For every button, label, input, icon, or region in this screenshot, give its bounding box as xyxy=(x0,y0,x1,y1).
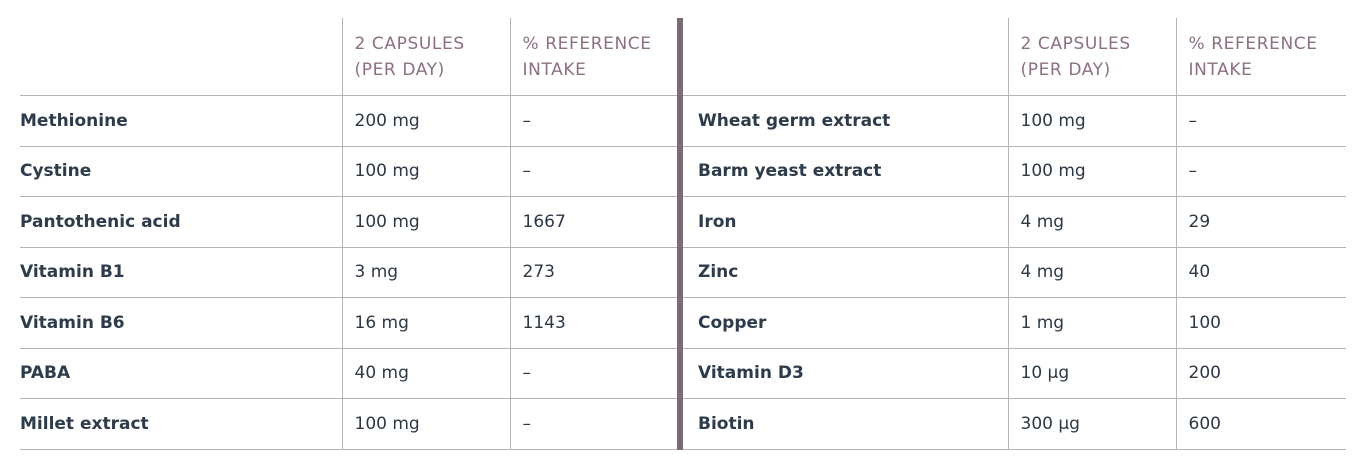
right-header-reference-line2: INTAKE xyxy=(1188,59,1253,80)
right-header-capsules-line1: 2 CAPSULES xyxy=(1020,33,1131,54)
right-header-capsules: 2 CAPSULES (PER DAY) xyxy=(1007,18,1176,96)
left-header-capsules-line2: (PER DAY) xyxy=(354,59,445,80)
nutrient-name: Vitamin D3 xyxy=(683,348,1008,399)
right-table: 2 CAPSULES (PER DAY) % REFERENCE INTAKE … xyxy=(683,18,1346,450)
table-row: Cystine 100 mg – xyxy=(20,146,677,197)
left-header-blank xyxy=(20,18,342,96)
reference-intake: – xyxy=(509,95,677,147)
reference-intake: 1143 xyxy=(509,297,677,349)
nutrition-table: 2 CAPSULES (PER DAY) % REFERENCE INTAKE … xyxy=(20,18,1346,450)
reference-intake: – xyxy=(509,146,677,197)
reference-intake: 40 xyxy=(1175,247,1346,298)
amount-per-day: 4 mg xyxy=(1007,247,1176,298)
left-table-panel: 2 CAPSULES (PER DAY) % REFERENCE INTAKE … xyxy=(20,18,677,450)
left-header-row: 2 CAPSULES (PER DAY) % REFERENCE INTAKE xyxy=(20,18,677,96)
amount-per-day: 100 mg xyxy=(341,146,510,197)
nutrient-name: Biotin xyxy=(683,398,1008,450)
nutrient-name: Iron xyxy=(683,196,1008,248)
table-row: Zinc 4 mg 40 xyxy=(683,247,1346,298)
amount-per-day: 100 mg xyxy=(341,398,510,450)
right-header-reference-line1: % REFERENCE xyxy=(1188,33,1318,54)
table-row: Vitamin D3 10 µg 200 xyxy=(683,348,1346,399)
table-row: Vitamin B6 16 mg 1143 xyxy=(20,297,677,349)
table-row: Wheat germ extract 100 mg – xyxy=(683,95,1346,147)
left-header-reference-line1: % REFERENCE xyxy=(522,33,652,54)
right-header-row: 2 CAPSULES (PER DAY) % REFERENCE INTAKE xyxy=(683,18,1346,96)
reference-intake: 600 xyxy=(1175,398,1346,450)
amount-per-day: 40 mg xyxy=(341,348,510,399)
nutrient-name: Wheat germ extract xyxy=(683,95,1008,147)
left-header-reference: % REFERENCE INTAKE xyxy=(509,18,677,96)
table-row: Iron 4 mg 29 xyxy=(683,196,1346,248)
right-table-panel: 2 CAPSULES (PER DAY) % REFERENCE INTAKE … xyxy=(683,18,1346,450)
amount-per-day: 3 mg xyxy=(341,247,510,298)
amount-per-day: 4 mg xyxy=(1007,196,1176,248)
left-table: 2 CAPSULES (PER DAY) % REFERENCE INTAKE … xyxy=(20,18,677,450)
nutrient-name: Cystine xyxy=(20,146,342,197)
reference-intake: – xyxy=(509,398,677,450)
reference-intake: – xyxy=(1175,95,1346,147)
nutrient-name: Pantothenic acid xyxy=(20,196,342,248)
reference-intake: 100 xyxy=(1175,297,1346,349)
nutrient-name: Vitamin B1 xyxy=(20,247,342,298)
table-row: PABA 40 mg – xyxy=(20,348,677,399)
amount-per-day: 10 µg xyxy=(1007,348,1176,399)
nutrient-name: Barm yeast extract xyxy=(683,146,1008,197)
table-row: Pantothenic acid 100 mg 1667 xyxy=(20,196,677,248)
amount-per-day: 200 mg xyxy=(341,95,510,147)
right-header-capsules-line2: (PER DAY) xyxy=(1020,59,1111,80)
table-row: Biotin 300 µg 600 xyxy=(683,398,1346,450)
table-row: Vitamin B1 3 mg 273 xyxy=(20,247,677,298)
amount-per-day: 100 mg xyxy=(341,196,510,248)
nutrient-name: Methionine xyxy=(20,95,342,147)
left-header-capsules: 2 CAPSULES (PER DAY) xyxy=(341,18,510,96)
amount-per-day: 300 µg xyxy=(1007,398,1176,450)
right-header-reference: % REFERENCE INTAKE xyxy=(1175,18,1346,96)
reference-intake: – xyxy=(509,348,677,399)
reference-intake: 29 xyxy=(1175,196,1346,248)
table-row: Copper 1 mg 100 xyxy=(683,297,1346,349)
amount-per-day: 100 mg xyxy=(1007,146,1176,197)
nutrient-name: Zinc xyxy=(683,247,1008,298)
reference-intake: 1667 xyxy=(509,196,677,248)
left-header-reference-line2: INTAKE xyxy=(522,59,587,80)
reference-intake: 273 xyxy=(509,247,677,298)
nutrient-name: Millet extract xyxy=(20,398,342,450)
nutrient-name: Vitamin B6 xyxy=(20,297,342,349)
table-row: Methionine 200 mg – xyxy=(20,95,677,147)
reference-intake: 200 xyxy=(1175,348,1346,399)
amount-per-day: 16 mg xyxy=(341,297,510,349)
amount-per-day: 1 mg xyxy=(1007,297,1176,349)
reference-intake: – xyxy=(1175,146,1346,197)
nutrient-name: Copper xyxy=(683,297,1008,349)
left-header-capsules-line1: 2 CAPSULES xyxy=(354,33,465,54)
column-divider xyxy=(677,18,683,450)
table-row: Barm yeast extract 100 mg – xyxy=(683,146,1346,197)
table-row: Millet extract 100 mg – xyxy=(20,398,677,450)
nutrient-name: PABA xyxy=(20,348,342,399)
right-header-blank xyxy=(683,18,1008,96)
amount-per-day: 100 mg xyxy=(1007,95,1176,147)
